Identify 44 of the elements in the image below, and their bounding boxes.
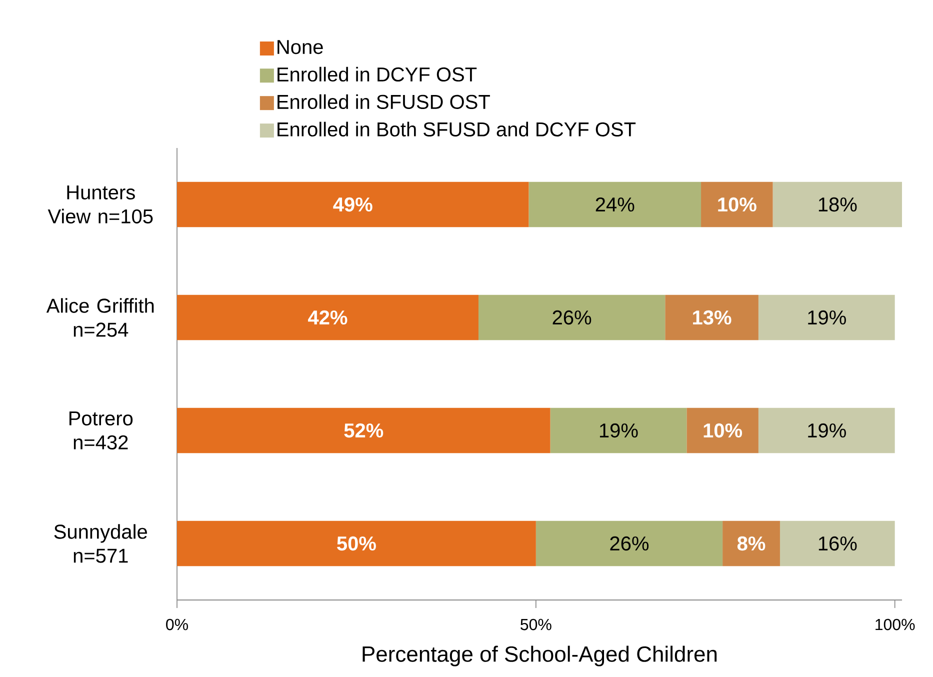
bar [722,520,780,566]
bar [177,520,536,566]
data-label: 42% [308,310,348,325]
data-label: 26% [552,310,592,325]
x-tick-label: 100% [876,618,915,630]
data-label: 16% [818,536,857,551]
bar [758,294,895,340]
data-label: 52% [344,423,384,438]
bar [701,182,773,228]
bar [665,294,758,340]
x-axis-title: Percentage of School-Aged Children [362,646,717,666]
bar [780,520,895,566]
bar [177,408,550,454]
bar [772,182,902,228]
y-tick-label: Hunters View n=105 [48,186,153,224]
y-tick-label: Potrero n=432 [69,412,133,450]
data-label: 19% [808,423,846,438]
data-label: 13% [693,310,732,325]
bar [478,294,666,340]
bar [686,408,758,454]
data-label: 18% [818,197,857,212]
x-tick-label: 50% [520,618,552,630]
legend-label: Enrolled in DCYF OST [278,66,477,82]
x-tick-label: 0% [166,618,188,630]
bar [536,520,723,566]
legend-label: Enrolled in Both SFUSD and DCYF OST [278,122,636,137]
data-label: 10% [718,197,756,212]
bar [528,182,702,228]
bar [758,408,895,454]
bar [177,294,478,340]
y-tick-label: Sunnydale n=571 [54,524,147,563]
bar [177,182,529,228]
data-label: 24% [596,197,634,212]
data-label: 19% [600,423,638,438]
data-label: 50% [337,536,376,551]
data-label: 8% [737,536,766,551]
legend-label: Enrolled in SFUSD OST [278,94,490,110]
data-label: 26% [610,536,649,551]
data-label: 19% [808,310,846,325]
data-label: 49% [333,197,372,212]
y-tick-label: Alice Griffith n=254 [46,298,154,337]
data-label: 10% [704,423,742,438]
legend-label: None [278,40,323,54]
bar [550,408,687,454]
